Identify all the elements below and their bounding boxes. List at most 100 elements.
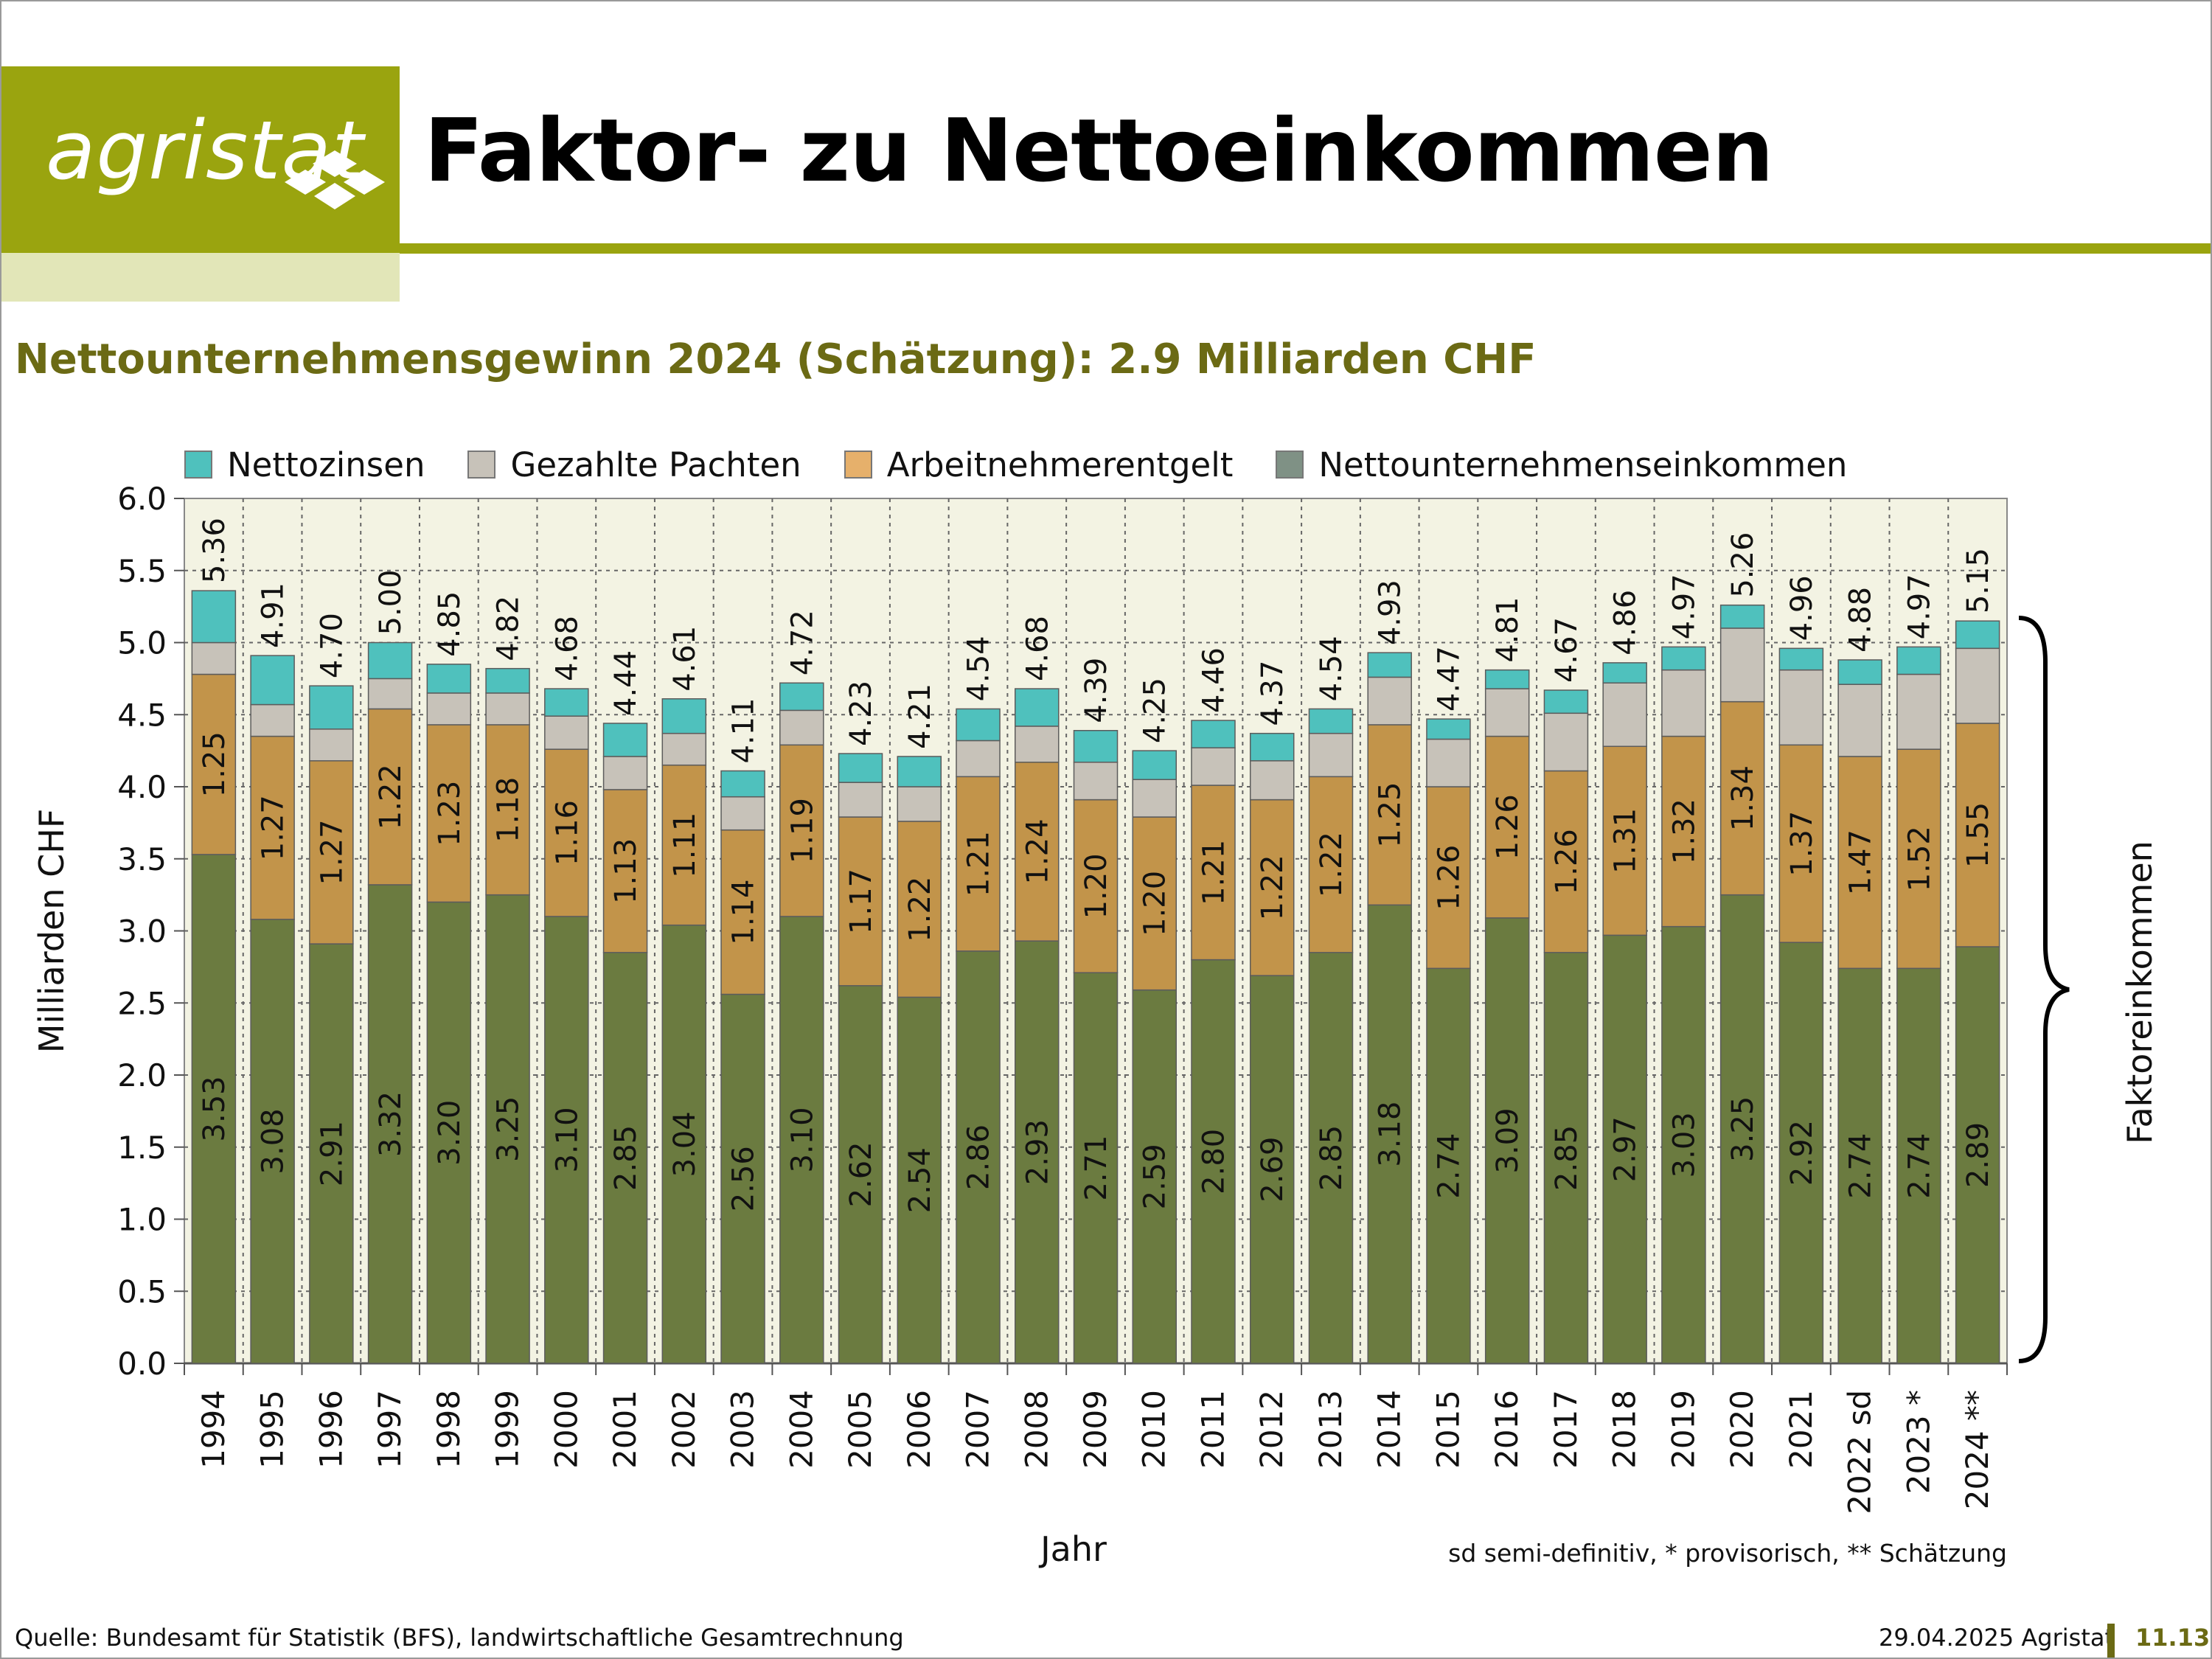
bar-arbeitnehmerentgelt (1484, 735, 1530, 919)
x-tick-label: 2010 (1136, 1390, 1172, 1469)
total-label: 4.47 (1432, 646, 1466, 712)
total-label: 4.70 (315, 613, 349, 678)
segment-label-nettounternehmen: 3.03 (1667, 1112, 1701, 1178)
legend-swatch-nettounternehmen (1276, 451, 1304, 479)
faktoreinkommen-brace (2018, 616, 2070, 1363)
bar-nettounternehmenseinkommen (426, 901, 472, 1364)
bar-gezahlte-pachten (250, 703, 295, 737)
total-label: 4.86 (1609, 590, 1643, 655)
bar-nettounternehmenseinkommen (1367, 904, 1412, 1364)
segment-label-arbeitnehmer: 1.11 (668, 813, 702, 878)
x-tick-label: 2015 (1430, 1390, 1466, 1469)
bar-nettounternehmenseinkommen (661, 924, 707, 1364)
bar-nettozinsen (720, 770, 765, 798)
segment-label-nettounternehmen: 2.56 (727, 1146, 761, 1211)
bar-nettozinsen (1837, 659, 1882, 685)
x-tick-label: 1997 (372, 1390, 408, 1469)
bar-nettozinsen (838, 753, 883, 783)
x-tick-label: 1999 (490, 1390, 526, 1469)
segment-label-nettounternehmen: 2.59 (1138, 1144, 1172, 1209)
segment-label-nettounternehmen: 2.74 (1844, 1133, 1878, 1199)
bar-gezahlte-pachten (720, 796, 765, 831)
bar-nettounternehmenseinkommen (897, 996, 942, 1364)
x-tick-label: 2002 (666, 1390, 702, 1469)
segment-label-nettounternehmen: 3.08 (257, 1108, 291, 1174)
bar-arbeitnehmerentgelt (661, 764, 707, 926)
bar-nettounternehmenseinkommen (720, 993, 765, 1364)
bar-arbeitnehmerentgelt (544, 748, 589, 917)
segment-label-arbeitnehmer: 1.14 (727, 880, 761, 945)
bar-gezahlte-pachten (661, 732, 707, 766)
x-tick-label: 2013 (1312, 1390, 1349, 1469)
y-tick-label: 2.5 (117, 985, 167, 1021)
y-tick-label: 4.5 (117, 697, 167, 733)
bar-nettozinsen (544, 688, 589, 717)
y-tick-label: 0.5 (117, 1273, 167, 1310)
bar-nettounternehmenseinkommen (1602, 934, 1647, 1364)
total-label: 4.82 (492, 596, 526, 661)
bar-nettozinsen (485, 667, 530, 694)
x-tick-label: 2020 (1724, 1390, 1760, 1469)
legend-item-nettounternehmen: Nettounternehmenseinkommen (1276, 445, 1847, 484)
total-label: 4.23 (844, 681, 878, 746)
segment-label-arbeitnehmer: 1.25 (1374, 782, 1408, 848)
legend-label: Nettozinsen (227, 445, 425, 484)
bar-arbeitnehmerentgelt (191, 673, 237, 855)
segment-label-nettounternehmen: 2.62 (844, 1141, 878, 1207)
bar-nettounternehmenseinkommen (485, 894, 530, 1364)
bar-nettounternehmenseinkommen (1073, 972, 1119, 1364)
total-label: 4.61 (668, 626, 702, 692)
bar-nettozinsen (191, 590, 237, 644)
bar-arbeitnehmerentgelt (1543, 770, 1589, 953)
bar-nettozinsen (1778, 647, 1824, 671)
bar-nettozinsen (1015, 688, 1060, 727)
bar-nettozinsen (1426, 718, 1471, 740)
bar-nettounternehmenseinkommen (1426, 967, 1471, 1364)
x-tick-label: 2000 (548, 1390, 584, 1469)
x-tick-label: 1998 (431, 1390, 467, 1469)
x-tick-label: 2001 (607, 1390, 643, 1469)
legend-item-pachten: Gezahlte Pachten (467, 445, 801, 484)
total-label: 5.00 (374, 569, 408, 635)
segment-label-arbeitnehmer: 1.22 (1315, 832, 1349, 897)
x-tick-label: 2004 (783, 1390, 819, 1469)
bar-gezahlte-pachten (544, 715, 589, 750)
x-tick-label: 2016 (1489, 1390, 1525, 1469)
total-label: 4.54 (1315, 636, 1349, 701)
bar-arbeitnehmerentgelt (838, 816, 883, 987)
bar-nettounternehmenseinkommen (367, 884, 413, 1364)
segment-label-arbeitnehmer: 1.17 (844, 869, 878, 934)
total-label: 4.68 (550, 616, 584, 681)
y-tick-label: 4.0 (117, 769, 167, 805)
segment-label-nettounternehmen: 2.74 (1902, 1133, 1936, 1199)
title-rule (400, 243, 2211, 254)
legend-label: Arbeitnehmerentgelt (886, 445, 1234, 484)
bar-arbeitnehmerentgelt (720, 829, 765, 995)
bar-gezahlte-pachten (602, 756, 648, 790)
y-tick-label: 3.5 (117, 841, 167, 877)
bar-nettozinsen (1308, 708, 1354, 734)
x-tick-label: 2014 (1371, 1390, 1408, 1469)
total-label: 4.11 (727, 698, 761, 763)
x-tick-label: 2008 (1018, 1390, 1054, 1469)
bar-arbeitnehmerentgelt (1661, 735, 1706, 928)
total-label: 4.91 (257, 582, 291, 648)
bar-nettounternehmenseinkommen (1308, 952, 1354, 1364)
segment-label-arbeitnehmer: 1.52 (1902, 826, 1936, 891)
bar-gezahlte-pachten (426, 692, 472, 726)
segment-label-nettounternehmen: 3.25 (1726, 1096, 1760, 1162)
segment-label-arbeitnehmer: 1.26 (1432, 845, 1466, 911)
bar-arbeitnehmerentgelt (1426, 786, 1471, 970)
bar-gezahlte-pachten (1191, 747, 1236, 786)
total-label: 4.97 (1902, 574, 1936, 639)
bar-arbeitnehmerentgelt (1837, 756, 1882, 970)
segment-label-arbeitnehmer: 1.22 (374, 764, 408, 830)
segment-label-arbeitnehmer: 1.19 (785, 798, 819, 863)
segment-label-nettounternehmen: 3.10 (785, 1107, 819, 1172)
bar-gezahlte-pachten (1602, 682, 1647, 748)
total-label: 4.97 (1667, 574, 1701, 639)
bar-arbeitnehmerentgelt (1249, 799, 1295, 976)
legend-item-arbeitnehmer: Arbeitnehmerentgelt (844, 445, 1234, 484)
logo-diamond-icon (285, 150, 385, 209)
segment-label-nettounternehmen: 3.04 (668, 1111, 702, 1177)
